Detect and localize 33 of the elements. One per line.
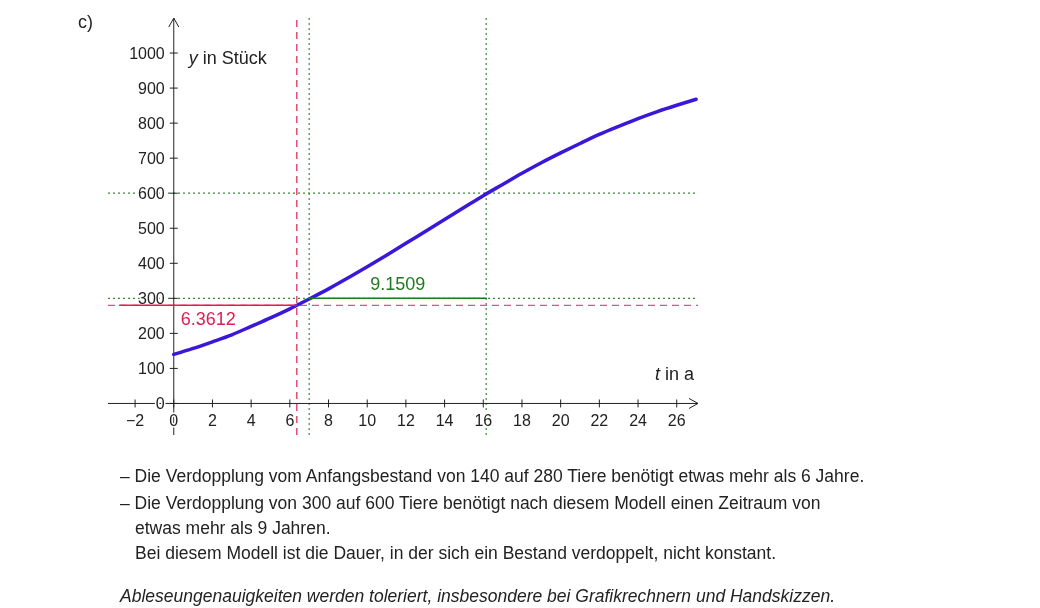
y-tick-label: 900 [138, 80, 165, 98]
y-tick-label: 600 [138, 185, 165, 203]
x-tick-label: 20 [551, 412, 570, 430]
x-tick-label: 12 [397, 412, 415, 430]
text: – Die Verdopplung von 300 auf 600 Tiere benötigt nach diesem Modell einen Zeitraum von etwas mehr als 9 Jahren. Bei diesem Modell ist die Dauer, in der sich ein Bestand verdoppelt, nicht konstant. [120, 492, 822, 565]
text: Ableseungenauigkeiten werden toleriert, insbesondere bei Grafikrechnern und Handskizzen. [120, 585, 837, 608]
x-tick-label: −2 [125, 412, 145, 430]
x-tick-label: 24 [629, 412, 648, 430]
x-tick-label: 6 [285, 412, 295, 430]
x-tick-label: 2 [208, 412, 218, 430]
y-tick-label: 300 [138, 290, 165, 308]
annotation: 9.1509 [370, 274, 426, 295]
y-tick-label: 200 [138, 325, 165, 343]
chart-title: c) [78, 12, 93, 32]
annotation: 6.3612 [180, 309, 236, 330]
x-tick-label: 4 [246, 412, 256, 430]
x-tick-label: 16 [474, 412, 493, 430]
text: – Die Verdopplung vom Anfangsbestand von 140 auf 280 Tiere benötigt etwas mehr als 6 Jahre. [120, 465, 866, 488]
x-tick-label: 22 [590, 412, 609, 430]
y-axis-title: y in Stück [186, 48, 268, 68]
x-tick-label: 8 [324, 412, 334, 430]
y-tick-label: 1000 [129, 45, 165, 63]
x-tick-label: 18 [513, 412, 531, 430]
x-tick-label: 14 [435, 412, 454, 430]
y-tick-label: 800 [138, 115, 165, 133]
y-tick-label: 700 [138, 150, 165, 168]
y-tick-label: 400 [138, 255, 165, 273]
x-tick-label: 26 [667, 412, 686, 430]
x-tick-label: 10 [358, 412, 377, 430]
y-tick-label: 500 [138, 220, 165, 238]
y-tick-label: 100 [138, 360, 165, 378]
line-series [172, 97, 698, 357]
x-axis-title: t in a [654, 364, 695, 385]
